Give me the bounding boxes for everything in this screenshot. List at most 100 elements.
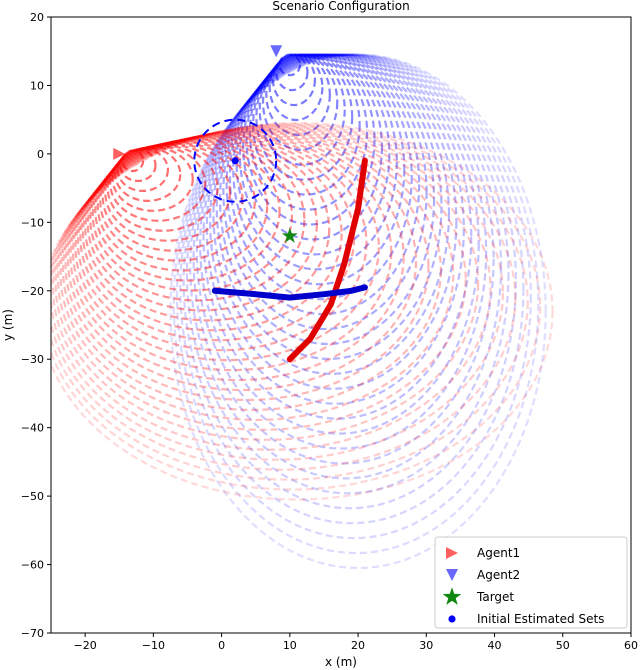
agent2-reachable-arc	[261, 53, 339, 151]
agent1-reachable-arc	[94, 140, 281, 282]
agent2-reachable-arc	[169, 53, 547, 570]
agent1-reachable-arc	[86, 137, 318, 312]
agent2-reachable-arc	[202, 53, 473, 420]
x-tick-label: −10	[142, 639, 165, 652]
agent1-reachable-arc	[81, 136, 343, 332]
agent2-reachable-arc	[238, 53, 391, 256]
legend: Agent1 Agent2 Target Initial Estimated Sets	[434, 536, 628, 629]
x-axis-label: x (m)	[325, 655, 357, 669]
agent1-reachable-arc	[59, 128, 455, 421]
agent2-reachable-arc	[209, 53, 458, 390]
agent1-reachable-arc	[116, 147, 170, 193]
agent1-reachable-arc	[61, 129, 442, 412]
reachable-sets-layer	[51, 53, 554, 570]
agent2-reachable-arc	[245, 53, 376, 226]
agent1-reachable-arc	[52, 126, 492, 451]
agent2-reachable-arc	[215, 53, 443, 361]
agent1-boundary-curve	[286, 157, 368, 363]
x-tick-label: 0	[218, 639, 225, 652]
initial-estimated-set-marker	[231, 157, 239, 165]
agent1-reachable-arc	[99, 141, 256, 262]
agent2-reachable-arc	[179, 53, 525, 525]
axis-ticks: −20 −10 0 10 20 30 40 50 60 −70 −60 −50 −40 −30 −20 −10…	[21, 11, 638, 652]
agent1-reachable-arc	[51, 125, 504, 461]
legend-label: Target	[476, 590, 514, 604]
agent2-reachable-arc	[189, 53, 503, 480]
x-tick-label: 20	[351, 639, 365, 652]
agent2-reachable-arc	[182, 53, 518, 510]
markers-layer	[113, 45, 298, 243]
y-tick-label: 10	[30, 79, 44, 92]
y-axis-label: y (m)	[1, 309, 15, 341]
agent2-reachable-arc	[192, 53, 495, 465]
agent1-reachable-arc	[91, 139, 294, 292]
agent2-reachable-arc	[271, 53, 317, 107]
agent1-reachable-arc	[66, 131, 418, 392]
target-marker	[281, 227, 298, 243]
agent1-reachable-arc	[76, 134, 368, 352]
y-tick-label: −60	[21, 559, 44, 572]
agent2-reachable-arc	[265, 53, 331, 137]
agent2-boundary-curve	[211, 284, 368, 301]
agent2-reachable-arc	[248, 53, 369, 211]
agent2-reachable-arc	[195, 53, 488, 450]
agent1-reachable-arc	[51, 124, 517, 471]
agent2-reachable-arc	[235, 53, 398, 271]
x-tick-label: 10	[283, 639, 297, 652]
legend-marker	[446, 569, 458, 581]
agent1-reachable-arc	[104, 143, 232, 242]
agent2-reachable-arc	[252, 53, 361, 196]
y-tick-label: 20	[30, 11, 44, 24]
agent1-reachable-arc	[84, 136, 331, 322]
agent2-reachable-arc	[258, 53, 346, 166]
agent2-reachable-arc	[175, 53, 532, 540]
agent1-reachable-arc	[51, 122, 554, 501]
legend-marker	[442, 587, 462, 605]
agent1-reachable-arc	[51, 123, 529, 481]
x-tick-label: 50	[556, 639, 570, 652]
agent1-reachable-arc	[89, 138, 306, 302]
agent2-reachable-arc	[185, 53, 510, 495]
agent1-reachable-arc	[54, 126, 480, 441]
x-tick-label: 40	[488, 639, 502, 652]
agent2-reachable-arc	[232, 53, 406, 286]
agent1-reachable-arc	[64, 130, 430, 402]
y-tick-label: −50	[21, 490, 44, 503]
agent1-reachable-arc	[79, 135, 356, 342]
x-tick-label: −20	[74, 639, 97, 652]
agent2-reachable-arc	[255, 53, 354, 181]
agent2-reachable-arc	[222, 53, 428, 331]
y-tick-label: −10	[21, 216, 44, 229]
agent1-marker	[113, 147, 126, 160]
agent1-reachable-arc	[106, 144, 219, 232]
legend-marker	[446, 547, 458, 559]
agent2-reachable-arc	[268, 53, 324, 122]
agent2-reachable-arc	[199, 53, 480, 435]
legend-label: Initial Estimated Sets	[477, 612, 604, 626]
legend-label: Agent1	[477, 546, 520, 560]
y-tick-label: −70	[21, 627, 44, 640]
chart-title: Scenario Configuration	[272, 0, 409, 13]
estimated-set-circle	[193, 118, 278, 203]
plot-frame	[50, 16, 632, 634]
legend-label: Agent2	[477, 568, 520, 582]
agent1-reachable-arc	[101, 142, 244, 252]
agent2-reachable-arc	[212, 53, 451, 375]
y-tick-label: −30	[21, 353, 44, 366]
agent1-reachable-arc	[71, 132, 393, 372]
y-tick-label: −40	[21, 422, 44, 435]
agent1-reachable-arc	[96, 141, 269, 272]
agent1-reachable-arc	[74, 133, 380, 362]
x-tick-label: 60	[624, 639, 638, 652]
agent2-marker	[270, 45, 283, 58]
y-tick-label: 0	[37, 148, 44, 161]
legend-marker	[448, 615, 456, 623]
agent2-reachable-arc	[228, 53, 413, 301]
x-tick-label: 30	[419, 639, 433, 652]
agent1-reachable-arc	[69, 131, 405, 382]
agent2-reachable-arc	[172, 53, 540, 555]
agent1-reachable-arc	[51, 122, 542, 491]
legend-box	[434, 536, 628, 629]
